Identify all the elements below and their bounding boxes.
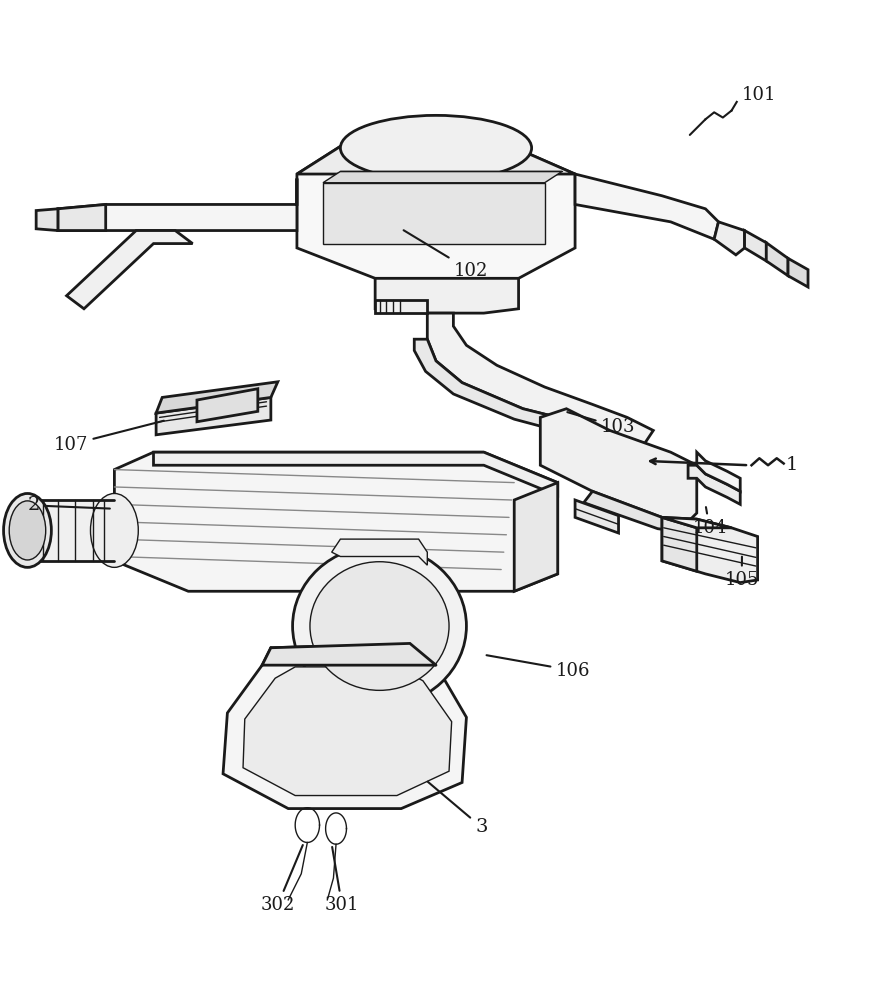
Text: 107: 107 [53,421,164,454]
Ellipse shape [10,501,45,560]
Ellipse shape [340,115,532,181]
Text: 104: 104 [692,507,726,537]
Polygon shape [297,144,575,278]
Polygon shape [662,517,697,571]
Polygon shape [27,500,114,561]
Polygon shape [427,313,653,444]
Polygon shape [114,452,558,591]
Polygon shape [745,231,766,261]
Text: 103: 103 [568,412,636,436]
Polygon shape [766,243,788,276]
Polygon shape [575,174,719,239]
Polygon shape [697,452,740,491]
Polygon shape [414,339,644,455]
Polygon shape [58,204,106,231]
Text: 101: 101 [742,86,776,104]
Polygon shape [58,178,297,231]
Ellipse shape [91,493,139,567]
Text: 2: 2 [27,496,110,514]
Polygon shape [223,652,467,809]
Polygon shape [66,231,193,309]
Polygon shape [662,517,758,583]
Polygon shape [297,144,575,174]
Polygon shape [323,183,545,244]
Polygon shape [375,300,427,313]
Text: 302: 302 [261,845,303,914]
Polygon shape [153,452,558,496]
Text: 102: 102 [404,230,487,280]
Ellipse shape [293,546,467,706]
Polygon shape [262,643,436,665]
Polygon shape [514,483,558,591]
Polygon shape [541,409,697,522]
Polygon shape [36,209,58,231]
Text: 301: 301 [324,847,359,914]
Polygon shape [583,491,688,532]
Polygon shape [156,382,278,413]
Polygon shape [575,500,618,533]
Polygon shape [662,517,732,528]
Polygon shape [788,258,808,287]
Polygon shape [375,278,519,313]
Polygon shape [243,667,452,796]
Polygon shape [323,171,562,183]
Text: 105: 105 [725,557,759,589]
Polygon shape [331,539,427,565]
Text: 106: 106 [487,655,590,680]
Polygon shape [714,222,745,255]
Text: 1: 1 [786,456,798,474]
Ellipse shape [310,562,449,690]
Ellipse shape [3,493,51,567]
Polygon shape [688,465,740,504]
Polygon shape [197,389,258,422]
Polygon shape [156,397,271,435]
Text: 3: 3 [427,782,487,836]
